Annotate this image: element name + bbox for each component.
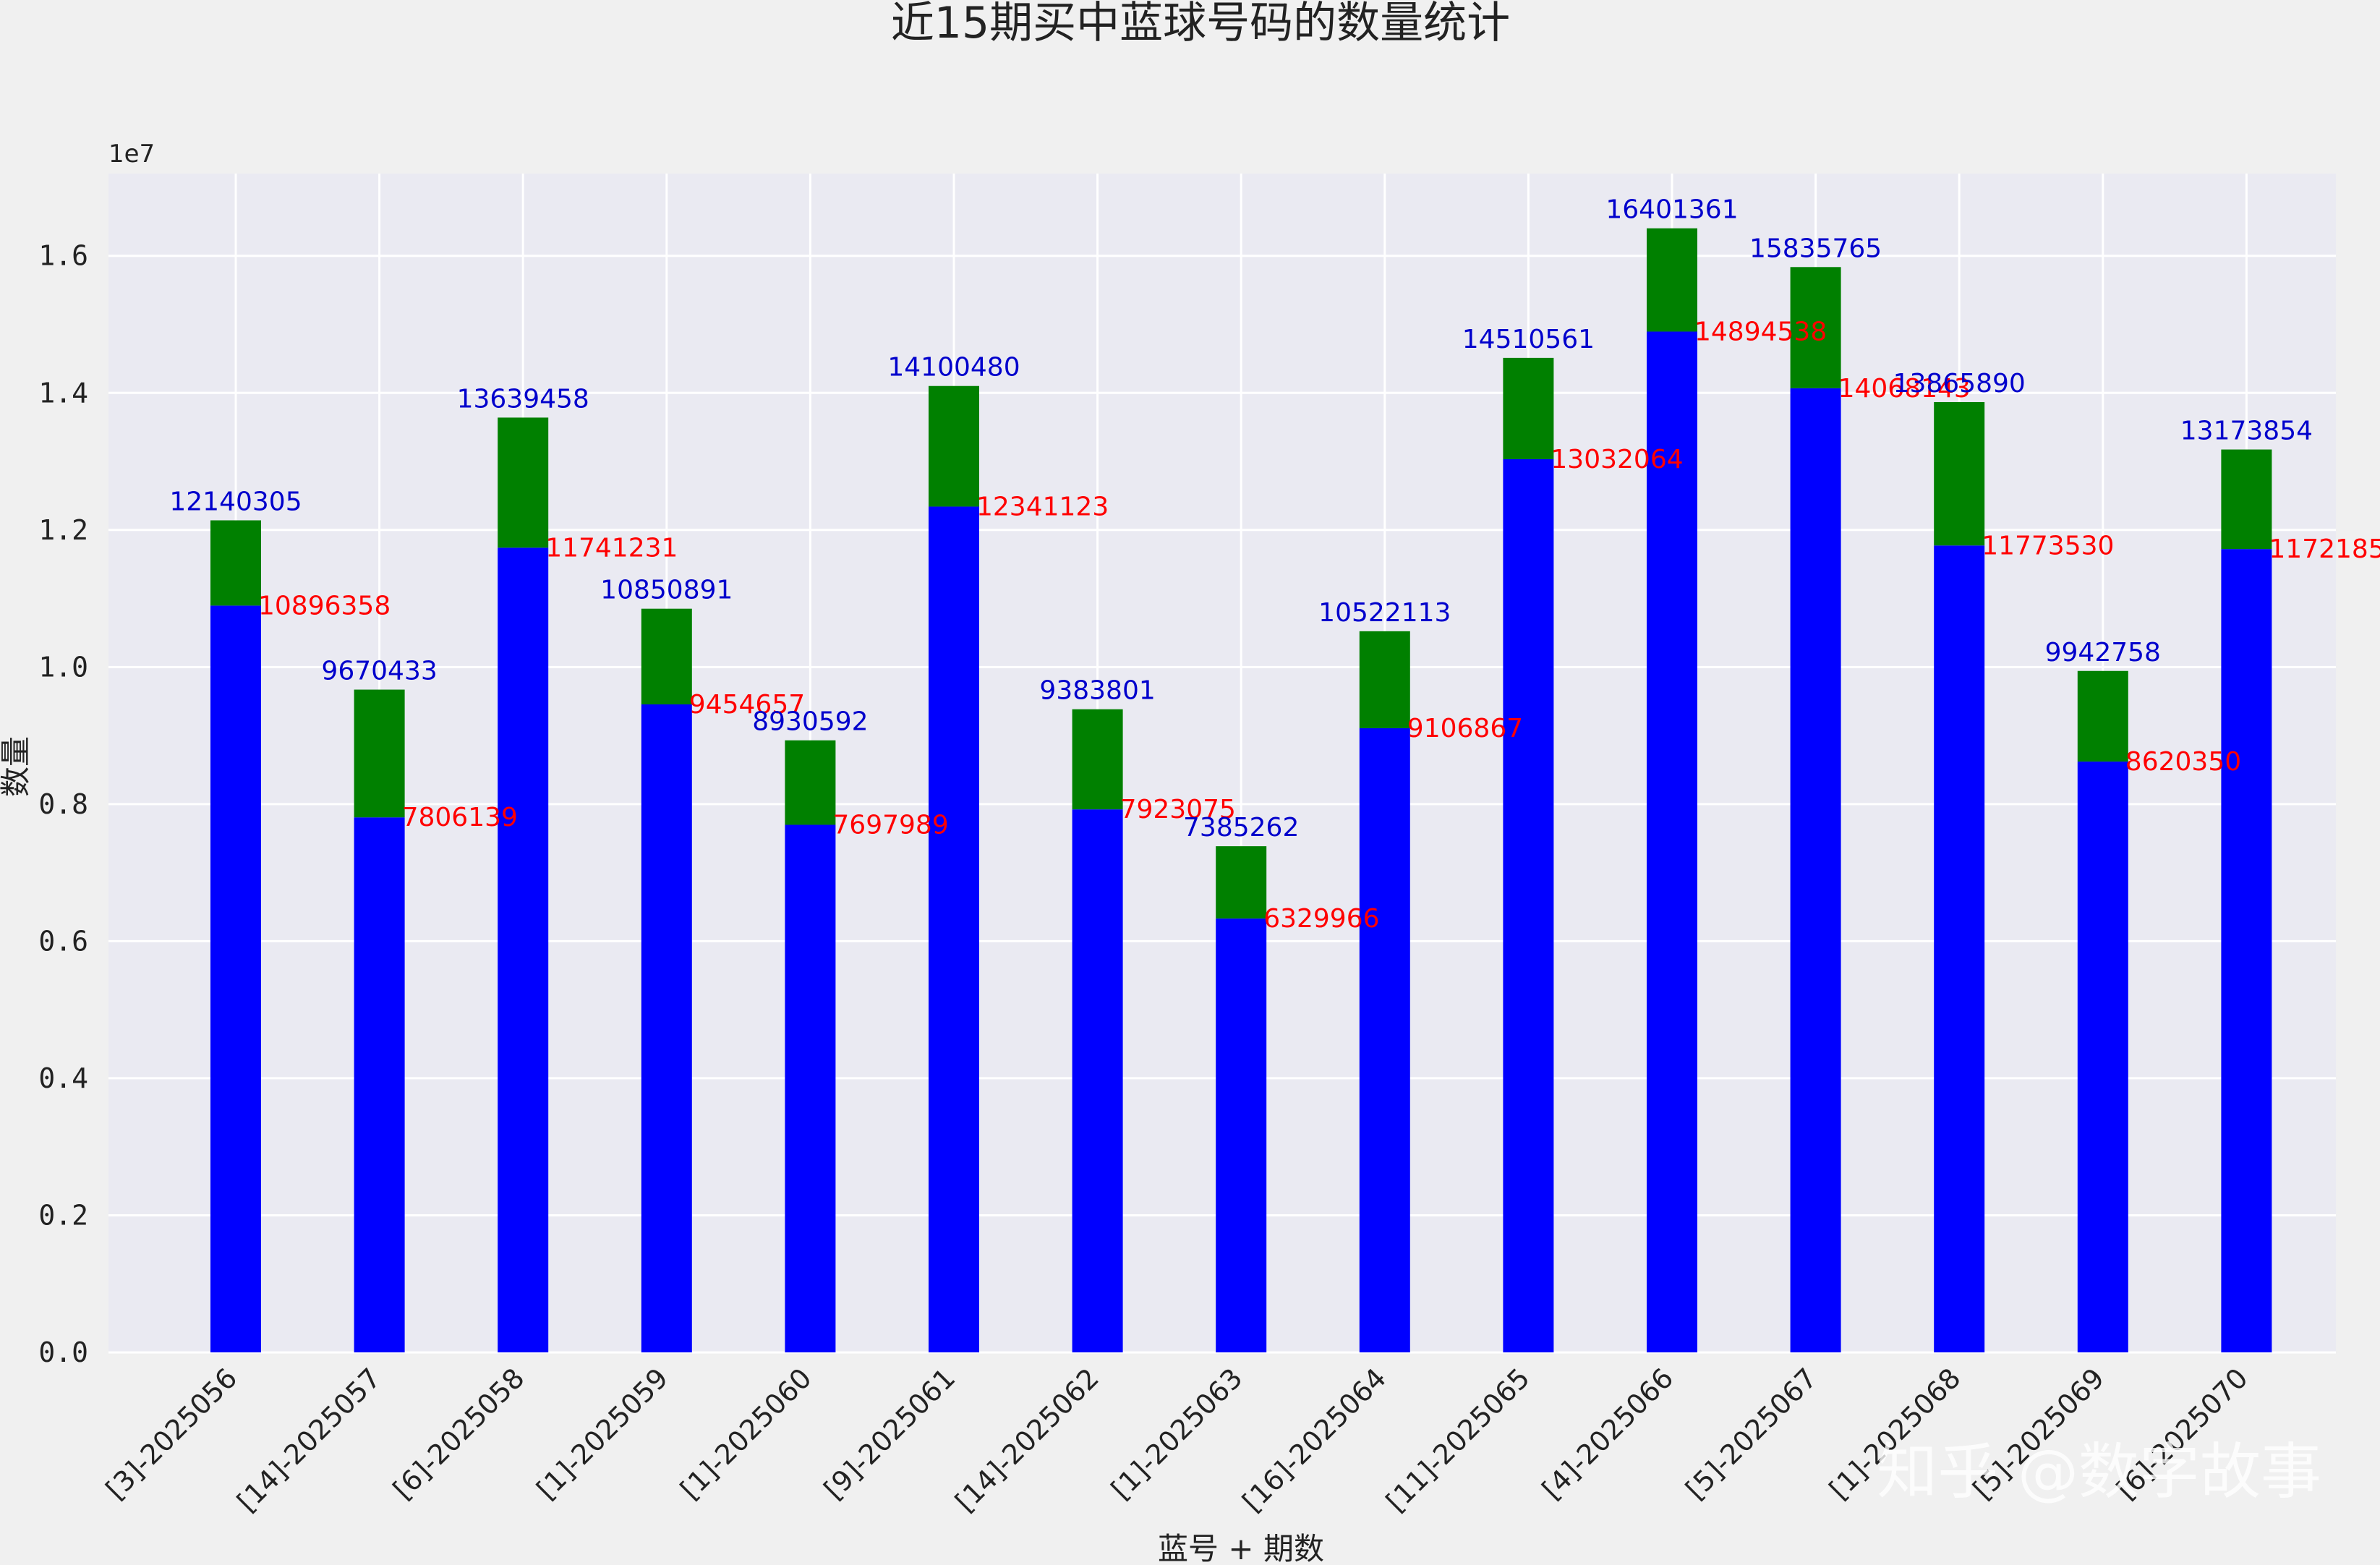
- total-value-label: 13639458: [457, 384, 589, 414]
- y-axis-label: 数量: [0, 736, 33, 797]
- bar-green: [498, 417, 549, 548]
- blue-value-label: 9454657: [689, 690, 805, 720]
- blue-value-label: 11741231: [545, 533, 678, 563]
- bar-green: [354, 689, 405, 818]
- x-axis-label: 蓝号 + 期数: [1158, 1531, 1324, 1565]
- total-value-label: 9670433: [321, 657, 437, 686]
- total-value-label: 8930592: [752, 707, 868, 737]
- watermark-text: 知乎 @数字故事: [1877, 1436, 2321, 1507]
- bar-blue: [354, 817, 405, 1352]
- bar-green: [1934, 401, 1985, 546]
- bar-blue: [1934, 545, 1985, 1352]
- total-value-label: 9383801: [1039, 676, 1155, 706]
- blue-value-label: 7806139: [402, 803, 518, 832]
- bar-green: [2077, 670, 2128, 762]
- y-offset-label: 1e7: [108, 140, 155, 169]
- bar-blue: [929, 506, 979, 1352]
- bar-blue: [1647, 331, 1697, 1353]
- bar-green: [785, 740, 836, 825]
- total-value-label: 7385262: [1183, 813, 1299, 843]
- total-value-label: 15835765: [1749, 234, 1882, 263]
- blue-value-label: 14894538: [1694, 317, 1827, 346]
- bar-blue: [1359, 728, 1410, 1352]
- blue-value-label: 7923075: [1120, 795, 1236, 824]
- chart-title: 近15期买中蓝球号码的数量统计: [891, 0, 1510, 48]
- bar-green: [1790, 267, 1841, 388]
- y-tick-label: 0.8: [38, 788, 88, 820]
- y-tick-label: 1.4: [38, 377, 88, 409]
- bar-blue: [210, 605, 261, 1352]
- y-tick-label: 0.6: [38, 925, 88, 957]
- total-value-label: 13173854: [2180, 417, 2313, 446]
- blue-value-label: 11721858: [2269, 534, 2380, 564]
- bar-green: [1647, 228, 1697, 332]
- y-tick-label: 0.4: [38, 1062, 88, 1094]
- blue-value-label: 13032064: [1551, 445, 1683, 474]
- bar-blue: [641, 704, 692, 1352]
- bar-blue: [2221, 549, 2272, 1353]
- total-value-label: 14100480: [887, 353, 1020, 383]
- total-value-label: 10522113: [1318, 598, 1451, 628]
- bar-blue: [498, 547, 549, 1352]
- blue-value-label: 7697989: [832, 810, 948, 840]
- y-tick-label: 1.2: [38, 514, 88, 546]
- bar-blue: [1503, 459, 1554, 1352]
- total-value-label: 16401361: [1605, 195, 1738, 225]
- total-value-label: 9942758: [2045, 638, 2161, 668]
- y-axis-ticks: 0.0 0.2 0.4 0.6 0.8 1.0 1.2 1.4 1.6: [38, 240, 88, 1368]
- y-tick-label: 1.0: [38, 651, 88, 683]
- bar-green: [1072, 709, 1123, 810]
- bar-blue: [1790, 388, 1841, 1352]
- total-value-label: 13865890: [1893, 369, 2026, 398]
- bar-green: [1216, 846, 1267, 919]
- y-tick-label: 1.6: [38, 240, 88, 272]
- blue-value-label: 10896358: [258, 591, 391, 621]
- bar-blue: [2077, 762, 2128, 1352]
- bar-green: [2221, 449, 2272, 550]
- blue-value-label: 6329966: [1263, 904, 1379, 934]
- data-labels: 10896358 12140305 7806139 9670433 11741231 13…: [169, 195, 2380, 934]
- bar-blue: [1216, 918, 1267, 1352]
- blue-value-label: 11773530: [1982, 531, 2114, 560]
- total-value-label: 10850891: [600, 576, 733, 605]
- blue-value-label: 9106867: [1407, 714, 1523, 743]
- blue-value-label: 8620350: [2125, 747, 2241, 777]
- y-tick-label: 0.0: [38, 1336, 88, 1368]
- bar-green: [641, 608, 692, 705]
- bar-green: [1359, 631, 1410, 728]
- blue-value-label: 12341123: [976, 492, 1109, 521]
- total-value-label: 12140305: [169, 487, 302, 516]
- bar-green: [210, 520, 261, 606]
- bar-blue: [1072, 809, 1123, 1352]
- blue-value-label: 14068143: [1838, 374, 1971, 404]
- total-value-label: 14510561: [1462, 325, 1595, 354]
- y-tick-label: 0.2: [38, 1199, 88, 1231]
- bars: [210, 228, 2272, 1353]
- bar-green: [929, 385, 979, 507]
- bar-blue: [785, 824, 836, 1352]
- bar-green: [1503, 357, 1554, 459]
